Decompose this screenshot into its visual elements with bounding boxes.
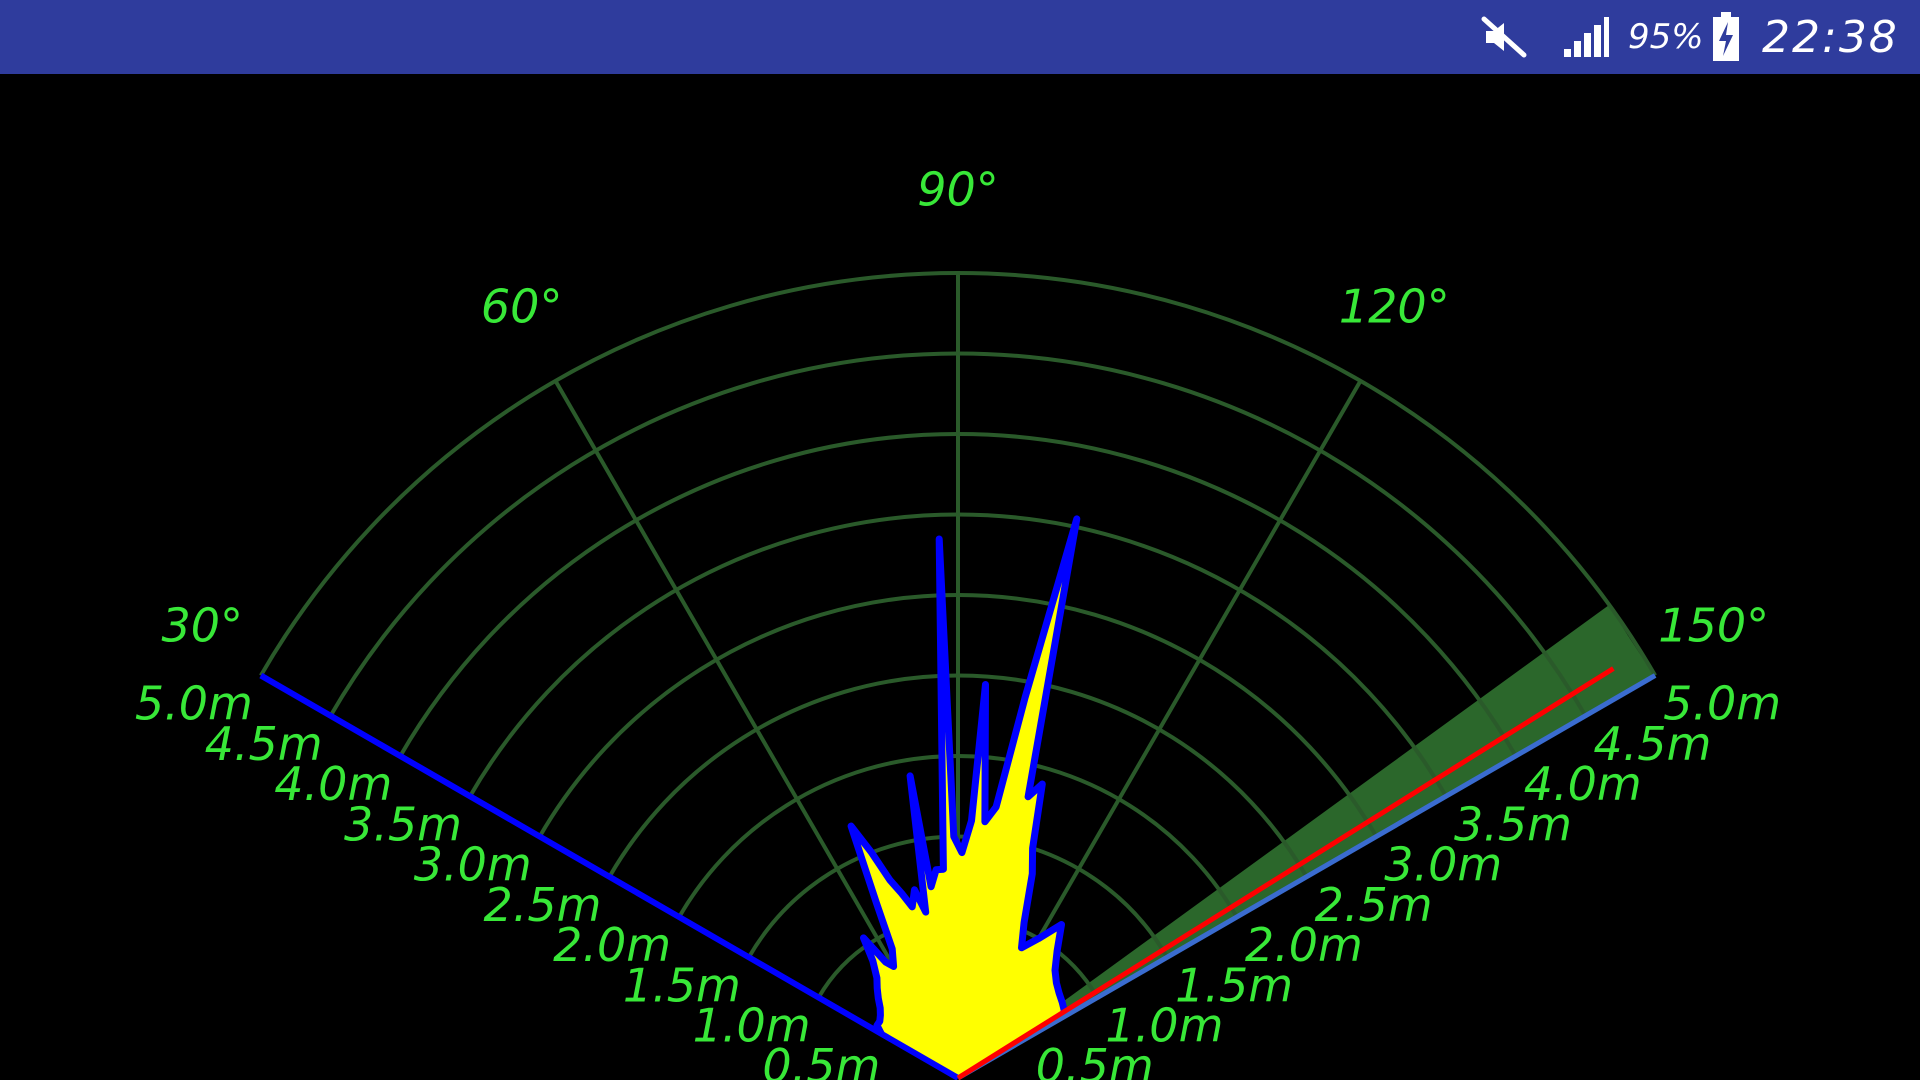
angle-label-60: 60° (481, 279, 563, 333)
radar-display: 30°60°90°120°150°0.5m 0.5m1.0m 1.0m1.5m 1.5… (135, 162, 1781, 1080)
clock: 22:38 (1762, 11, 1899, 63)
distance-label-left-9: 5.0m (135, 677, 253, 731)
radar-labels: 30°60°90°120°150°0.5m 0.5m1.0m 1.0m1.5m 1.5… (135, 162, 1781, 1080)
distance-label-left-4: 2.5m (483, 878, 601, 932)
sweep-line (956, 666, 1615, 1080)
right-boundary-line (956, 673, 1657, 1080)
distance-label-right-9: 5.0m (1663, 677, 1781, 731)
distance-label-right-8: 4.5m (1593, 717, 1711, 771)
distance-label-right-1: 1.0m (1105, 999, 1223, 1053)
sweep-layer (958, 604, 1656, 1078)
angle-line-60 (553, 379, 900, 975)
distance-label-left-8: 4.5m (205, 717, 323, 771)
distance-label-right-6: 3.5m (1454, 797, 1572, 851)
status-bar: 95% 22:38 (0, 0, 1920, 74)
distance-label-left-6: 3.5m (344, 797, 462, 851)
distance-label-left-3: 2.0m (553, 918, 671, 972)
scan-layer (847, 515, 1081, 1078)
angle-label-120: 120° (1339, 279, 1450, 333)
distance-label-right-2: 1.5m (1175, 958, 1293, 1012)
distance-label-right-4: 2.5m (1315, 878, 1433, 932)
boundary-layer (259, 666, 1657, 1080)
angle-label-90: 90° (917, 162, 999, 216)
distance-label-right-3: 2.0m (1245, 918, 1363, 972)
signal-icon (1562, 0, 1612, 74)
distance-label-left-2: 1.5m (623, 958, 741, 1012)
distance-label-left-7: 4.0m (274, 757, 392, 811)
distance-label-left-1: 1.0m (693, 999, 811, 1053)
angle-label-30: 30° (162, 599, 244, 653)
mute-icon (1480, 0, 1532, 74)
distance-label-right-0: 0.5m (1036, 1039, 1154, 1080)
distance-label-right-5: 3.0m (1384, 838, 1502, 892)
left-boundary-line (259, 672, 960, 1080)
angle-label-150: 150° (1658, 599, 1769, 653)
angle-line-120 (1016, 379, 1363, 975)
distance-label-right-7: 4.0m (1524, 757, 1642, 811)
battery-charging-icon (1712, 0, 1742, 74)
distance-label-left-0: 0.5m (762, 1039, 880, 1080)
sweep-band (958, 604, 1656, 1078)
distance-label-left-5: 3.0m (414, 838, 532, 892)
scan-outline (847, 515, 1081, 1036)
battery-percent: 95% (1628, 17, 1704, 57)
